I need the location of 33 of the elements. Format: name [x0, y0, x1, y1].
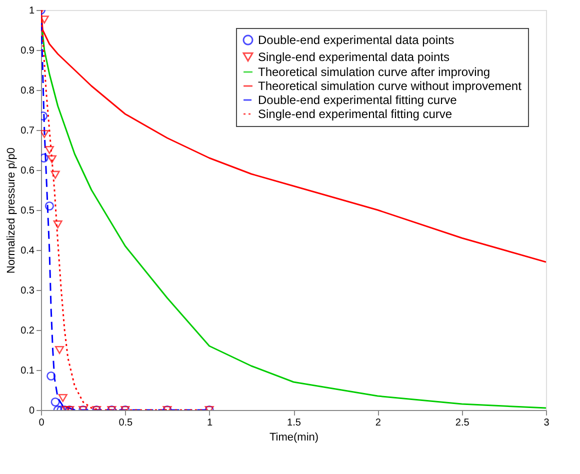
legend-label: Theoretical simulation curve without improvement [258, 79, 522, 93]
y-tick-label: 0.3 [20, 286, 35, 296]
point [41, 130, 49, 138]
legend-label: Single-end experimental data points [258, 50, 450, 64]
legend-label: Double-end experimental data points [258, 33, 454, 47]
legend-label: Single-end experimental fitting curve [258, 107, 452, 121]
x-tick-label: 0.5 [118, 418, 134, 428]
legend-label: Double-end experimental fitting curve [258, 93, 458, 107]
point [50, 170, 60, 179]
y-tick-label: 0.4 [20, 246, 35, 256]
point [44, 146, 54, 154]
x-tick-label: 3 [544, 418, 550, 428]
x-tick-label: 1 [207, 418, 214, 428]
y-tick-label: 0.9 [20, 46, 35, 56]
y-tick-label: 0.6 [20, 166, 35, 176]
y-tick-label: 0 [28, 406, 35, 416]
y-tick-label: 1 [28, 6, 35, 16]
x-tick-label: 2.5 [455, 418, 470, 428]
y-tick-label: 0.1 [20, 366, 35, 376]
x-tick-label: 0 [38, 418, 45, 428]
x-tick-label: 1.5 [287, 418, 302, 428]
point [53, 220, 62, 228]
x-tick-label: 2 [375, 418, 382, 428]
y-tick-label: 0.7 [20, 126, 35, 136]
legend-label: Theoretical simulation curve after improving [258, 65, 490, 79]
point [47, 155, 56, 164]
x-axis-title: Time(min) [269, 432, 319, 444]
y-tick-label: 0.5 [20, 206, 35, 216]
y-tick-label: 0.8 [20, 86, 35, 96]
point [44, 201, 54, 211]
y-axis-title: Normalized pressure p/p0 [6, 148, 18, 274]
point [41, 16, 49, 24]
y-tick-label: 0.2 [20, 326, 35, 336]
